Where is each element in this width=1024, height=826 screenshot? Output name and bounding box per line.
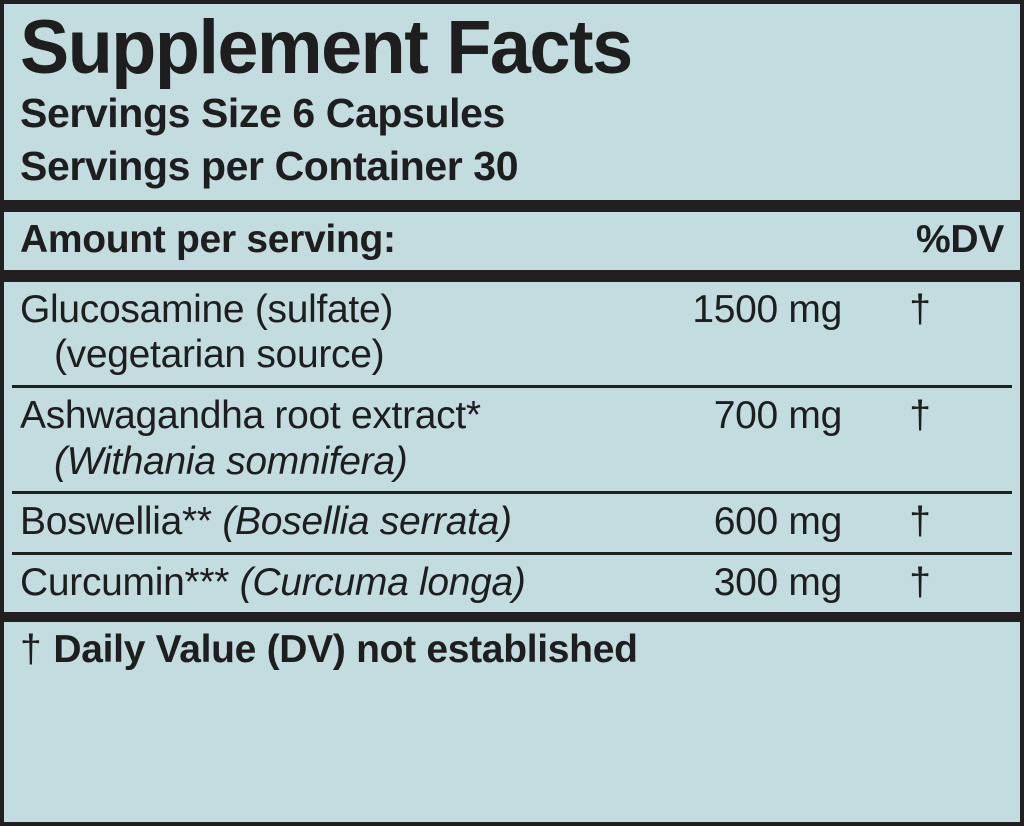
serving-size-text: Servings Size 6 Capsules xyxy=(20,90,505,137)
divider-below-amount-header xyxy=(4,269,1020,282)
dagger-icon: † xyxy=(20,628,42,672)
table-row: Boswellia** (Bosellia serrata) 600 mg † xyxy=(12,494,1012,552)
ingredient-name: Curcumin*** xyxy=(20,560,230,604)
ingredient-latin-name: (Bosellia serrata) xyxy=(222,500,512,544)
ingredient-daily-value: † xyxy=(909,287,931,331)
page-title: Supplement Facts xyxy=(20,5,633,90)
label-header: Supplement Facts Servings Size 6 Capsule… xyxy=(12,4,1012,200)
amount-per-serving-label: Amount per serving: xyxy=(20,217,396,261)
ingredient-amount: 300 mg xyxy=(713,560,843,604)
ingredient-name-cell: Curcumin*** (Curcuma longa) xyxy=(12,560,714,606)
table-row: Ashwagandha root extract* (Withania somn… xyxy=(12,388,1012,491)
ingredient-list: Glucosamine (sulfate) (vegetarian source… xyxy=(12,282,1012,613)
footnote: † Daily Value (DV) not established xyxy=(12,622,1012,822)
ingredient-name-cell: Ashwagandha root extract* (Withania somn… xyxy=(12,393,714,484)
row-divider xyxy=(12,384,1012,388)
ingredient-daily-value: † xyxy=(909,500,931,544)
servings-per-container-text: Servings per Container 30 xyxy=(20,143,519,190)
footnote-text: Daily Value (DV) not established xyxy=(53,628,638,672)
divider-above-footnote xyxy=(4,612,1020,623)
ingredient-latin-name: (Withania somnifera) xyxy=(54,439,408,483)
ingredient-name-cell: Boswellia** (Bosellia serrata) xyxy=(12,499,714,545)
ingredient-name: Ashwagandha root extract* xyxy=(20,393,481,437)
table-row: Glucosamine (sulfate) (vegetarian source… xyxy=(12,282,1012,385)
ingredient-amount: 600 mg xyxy=(713,500,843,544)
ingredient-name-cell: Glucosamine (sulfate) (vegetarian source… xyxy=(12,287,692,378)
ingredient-name-secondary: (vegetarian source) xyxy=(54,333,385,377)
ingredient-latin-name: (Curcuma longa) xyxy=(239,560,526,604)
ingredient-amount: 1500 mg xyxy=(692,287,842,331)
table-row: Curcumin*** (Curcuma longa) 300 mg † xyxy=(12,555,1012,613)
daily-value-header-label: %DV xyxy=(916,217,1004,261)
ingredient-amount: 700 mg xyxy=(713,393,843,437)
ingredient-name: Glucosamine (sulfate) xyxy=(20,287,394,331)
ingredient-daily-value: † xyxy=(909,560,931,604)
amount-per-serving-header: Amount per serving: %DV xyxy=(12,212,1012,270)
row-divider xyxy=(12,491,1012,495)
divider-below-header xyxy=(4,199,1020,212)
ingredient-daily-value: † xyxy=(909,393,931,437)
row-divider xyxy=(12,551,1012,555)
ingredient-name: Boswellia** xyxy=(20,500,212,544)
